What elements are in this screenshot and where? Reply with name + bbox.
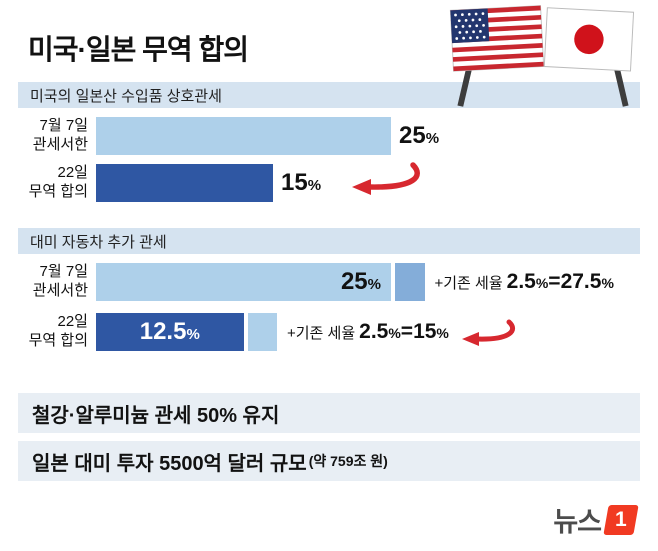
value-label: 25% <box>341 268 381 296</box>
bar-chart1-july7 <box>96 117 391 155</box>
annotation-existing-rate: +기존 세율 2.5% = 15% <box>287 320 449 344</box>
equals-sign: = <box>400 320 414 343</box>
logo-one-badge: 1 <box>603 504 639 535</box>
row-label: 7월 7일 관세서한 <box>32 263 88 299</box>
note-steel-aluminum: 철강·알루미늄 관세 50% 유지 <box>18 393 640 433</box>
row-label: 22일 무역 합의 <box>28 313 88 349</box>
note-text: 철강·알루미늄 관세 50% 유지 <box>32 404 280 427</box>
bar-row-chart2-july7: 7월 7일 관세서한 25% +기존 세율 2.5% = 27.5% <box>18 263 640 301</box>
value-number: 25 <box>399 122 426 149</box>
percent-sign: % <box>436 325 449 341</box>
percent-sign: % <box>425 130 440 147</box>
section-header-auto-tariffs: 대미 자동차 추가 관세 <box>18 228 640 254</box>
equals-sign: = <box>548 270 561 293</box>
value-number: 15 <box>281 169 308 196</box>
logo-one: 1 <box>615 507 627 531</box>
bar-chart1-deal22 <box>96 164 273 202</box>
value-label: 25% <box>399 122 439 150</box>
annotation-prefix: +기존 세율 <box>434 275 503 292</box>
percent-sign: % <box>535 275 549 291</box>
note-investment: 일본 대미 투자 5500억 달러 규모 (약 759조 원) <box>18 441 640 481</box>
annotation-prefix: +기존 세율 <box>287 325 356 342</box>
note-subtext: (약 759조 원) <box>308 453 388 469</box>
flags-group <box>448 5 638 108</box>
section-header-reciprocal-tariffs: 미국의 일본산 수입품 상호관세 <box>18 82 640 108</box>
bar-chart2-july7: 25% <box>96 263 391 301</box>
value-number: 25 <box>340 268 368 295</box>
note-text: 일본 대미 투자 5500억 달러 규모 <box>32 452 307 475</box>
logo-text: 뉴스 <box>553 507 602 537</box>
bar-row-chart1-deal22: 22일 무역 합의 15% <box>18 162 640 202</box>
bar-chart2-deal22: 12.5% <box>96 313 244 351</box>
annotation-total: 15 <box>413 320 437 343</box>
annotation-base: 2.5 <box>506 270 536 293</box>
page-title: 미국·일본 무역 합의 <box>28 34 249 65</box>
bar-row-chart1-july7: 7월 7일 관세서한 25% <box>18 117 640 155</box>
red-arrow-icon <box>352 162 420 195</box>
news1-logo: 뉴스 1 <box>553 500 639 539</box>
value-number: 12.5 <box>139 318 187 345</box>
percent-sign: % <box>601 275 614 291</box>
value-label: 15% <box>281 169 321 197</box>
row-label: 7월 7일 관세서한 <box>32 117 88 153</box>
bar-row-chart2-deal22: 22일 무역 합의 12.5% +기존 세율 2.5% = 15% <box>18 313 640 351</box>
japan-flag-icon <box>543 7 635 107</box>
annotation-base: 2.5 <box>359 320 389 343</box>
row-label: 22일 무역 합의 <box>28 164 88 200</box>
bar-chart2-deal22-extra <box>247 313 277 351</box>
percent-sign: % <box>367 276 381 293</box>
header: 미국·일본 무역 합의 <box>18 5 640 107</box>
us-flag-icon <box>449 5 545 107</box>
red-arrow-icon <box>461 319 515 346</box>
value-label: 12.5% <box>140 318 200 346</box>
percent-sign: % <box>186 326 200 343</box>
percent-sign: % <box>388 325 401 341</box>
annotation-existing-rate: +기존 세율 2.5% = 27.5% <box>435 270 614 294</box>
percent-sign: % <box>307 177 322 194</box>
bar-chart2-july7-extra <box>395 263 425 301</box>
annotation-total: 27.5 <box>560 270 602 293</box>
